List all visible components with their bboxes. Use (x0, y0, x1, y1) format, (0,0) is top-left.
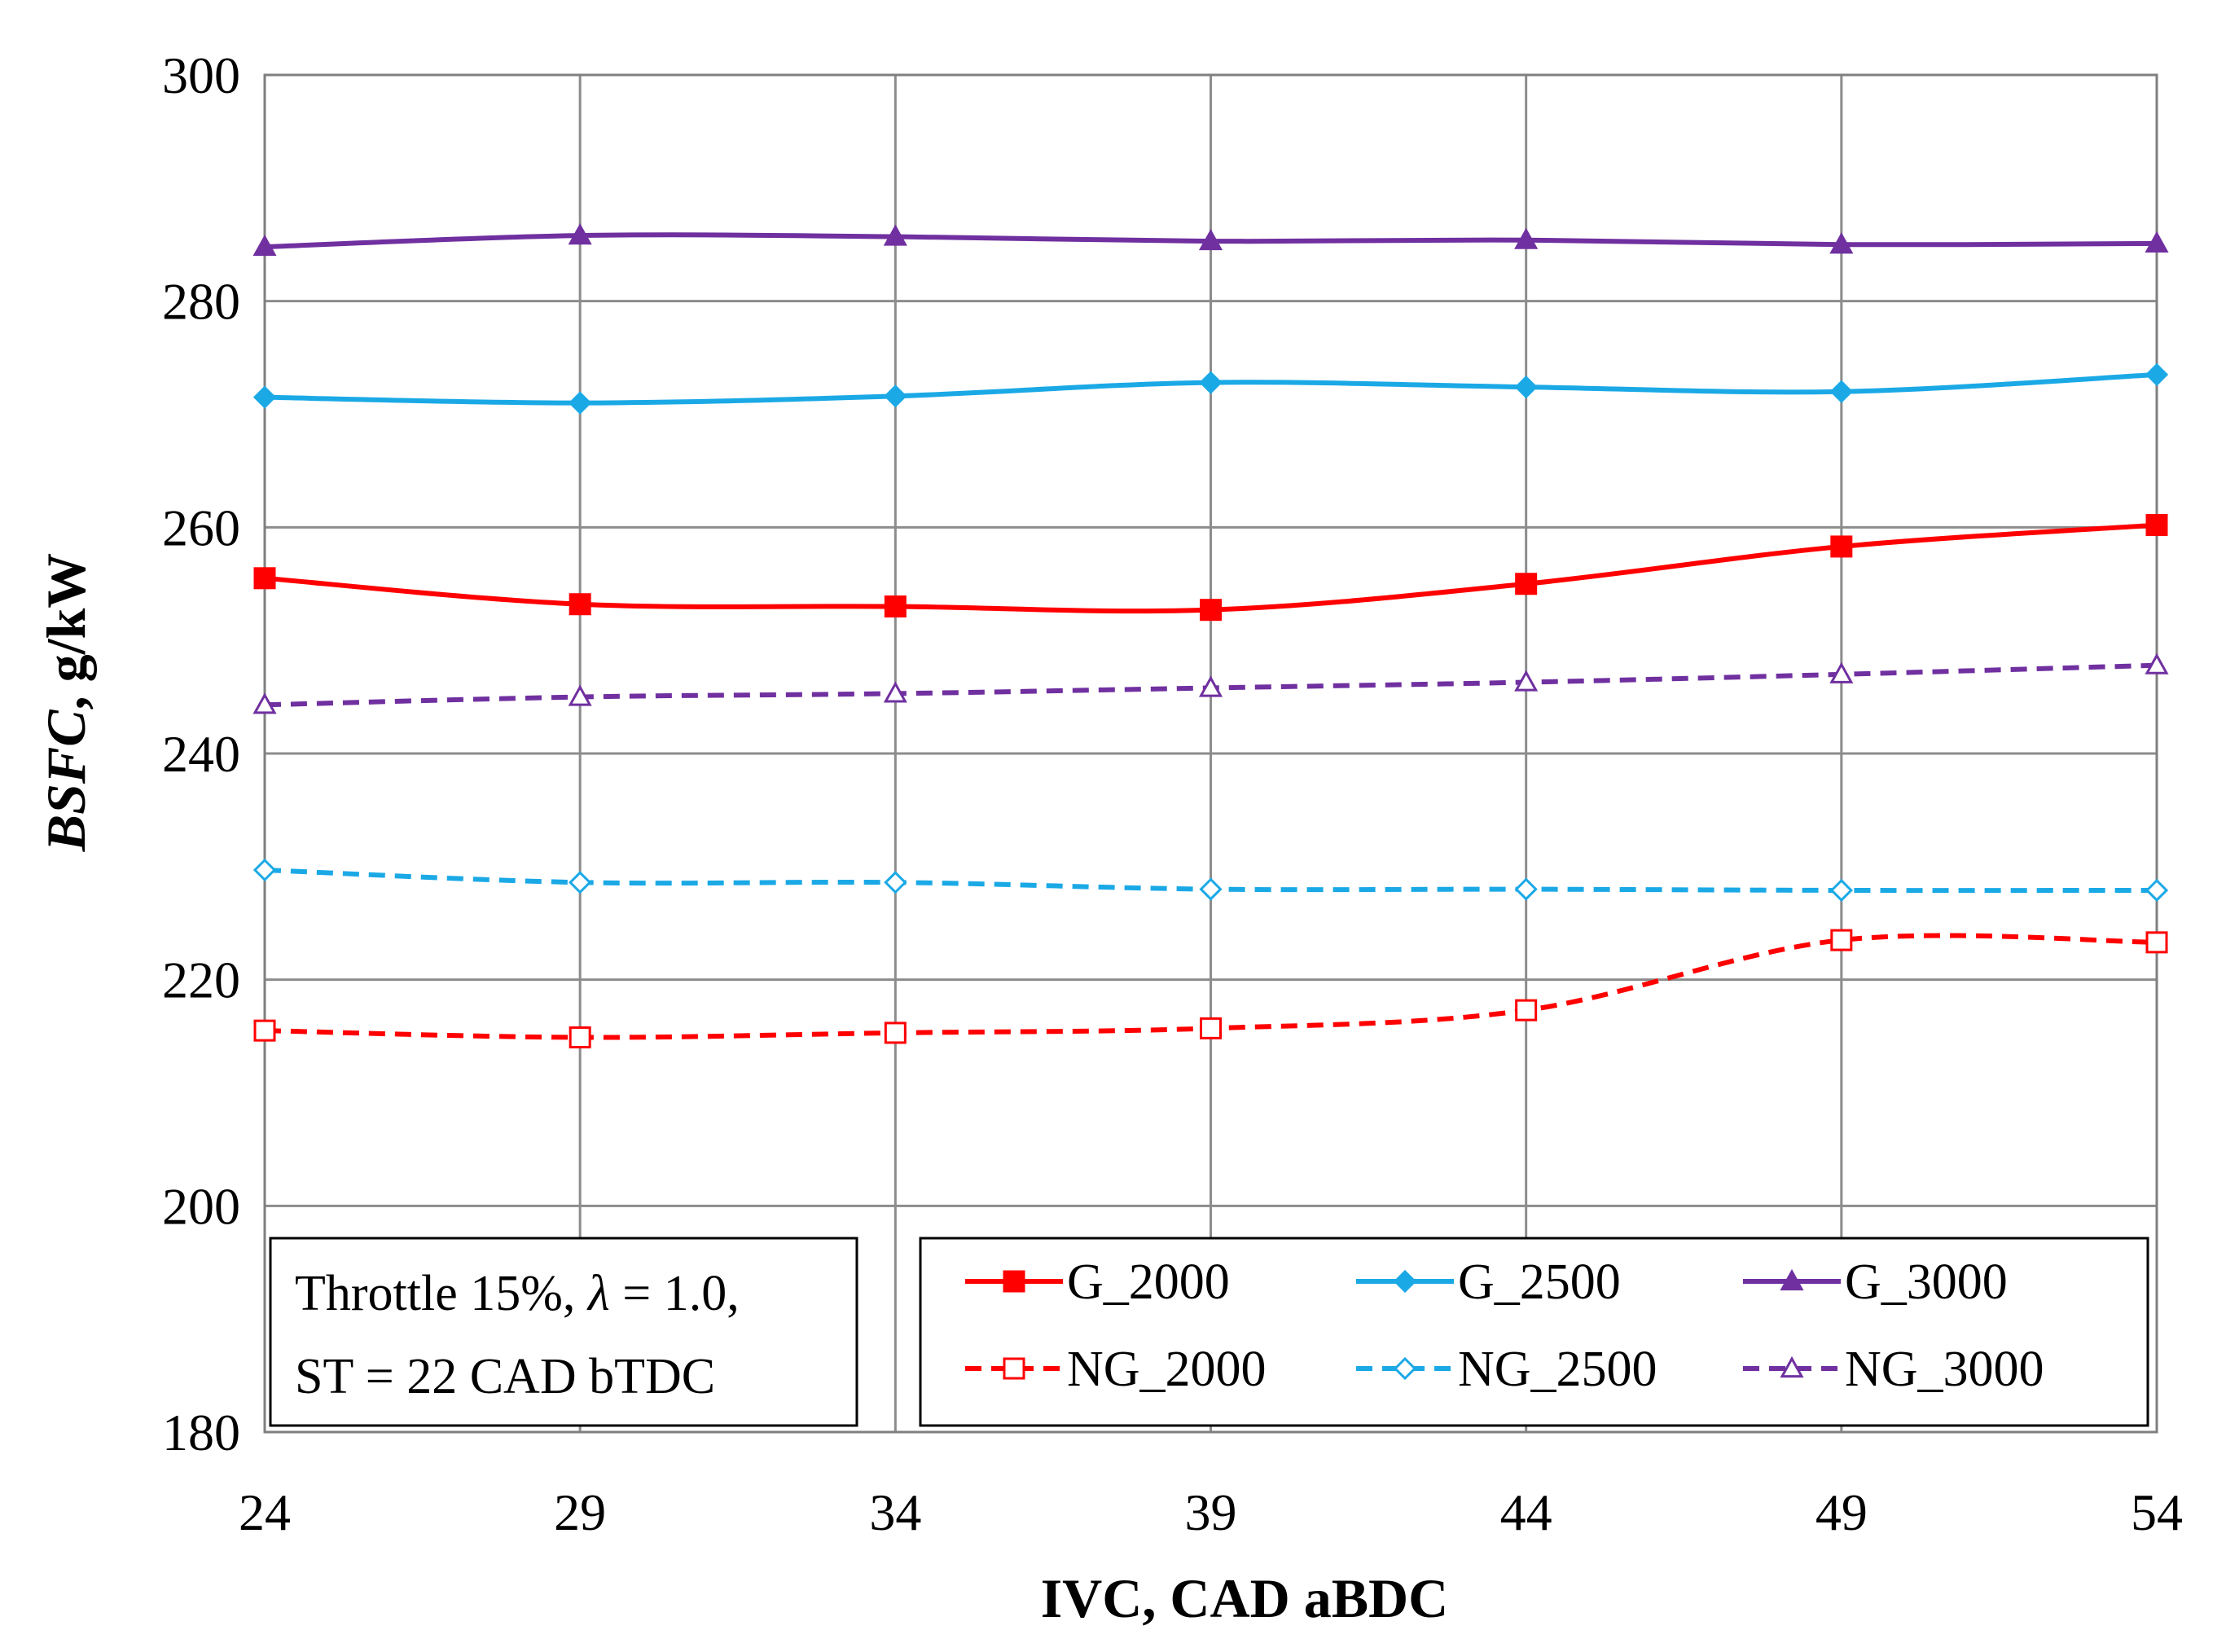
data-point-g-3000 (1514, 227, 1539, 249)
legend-item-g-2500: G_2500 (1356, 1254, 1621, 1310)
legend-marker-ng-2000 (1003, 1357, 1025, 1380)
x-tick-label: 29 (554, 1483, 606, 1541)
legend-frame (919, 1237, 2149, 1427)
data-point-g-2000 (2145, 514, 2168, 537)
y-tick-label: 280 (162, 273, 240, 331)
data-point-ng-2000 (569, 1026, 591, 1048)
legend-label-g-2000: G_2000 (1067, 1254, 1230, 1310)
data-point-g-2000 (1200, 599, 1222, 622)
series-g-2500 (252, 362, 2169, 415)
data-point-ng-2000 (253, 1019, 276, 1042)
data-point-g-2000 (884, 595, 907, 618)
data-point-g-2500 (1829, 380, 1853, 403)
series-g-2000 (253, 514, 2168, 622)
legend-label-ng-2000: NG_2000 (1067, 1342, 1267, 1397)
x-tick-labels: 24 29 34 39 44 49 54 (239, 1483, 2183, 1541)
series-group (252, 223, 2169, 1048)
legend-item-g-3000: G_3000 (1743, 1254, 2008, 1310)
data-point-g-3000 (252, 234, 277, 257)
plot-frame (263, 73, 2158, 1434)
legend: G_2000 G_2500 G_3000 NG_2000 NG_2500 NG_3000 (919, 1237, 2149, 1427)
series-ng-3000 (252, 652, 2169, 714)
data-point-ng-3000 (252, 692, 277, 714)
legend-marker-g-3000 (1780, 1268, 1804, 1291)
legend-marker-ng-3000 (1780, 1355, 1804, 1378)
data-point-ng-3000 (1514, 670, 1539, 692)
y-axis-title-rest: , g/kW (35, 553, 97, 710)
data-point-g-2500 (1514, 376, 1538, 399)
y-tick-label: 180 (162, 1404, 240, 1461)
legend-marker-ng-2500 (1393, 1356, 1417, 1381)
data-point-g-2500 (1199, 371, 1223, 394)
data-point-g-2500 (252, 385, 277, 409)
data-point-g-2500 (569, 391, 592, 415)
data-point-ng-2000 (884, 1022, 907, 1044)
data-point-ng-2500 (884, 871, 907, 894)
x-tick-label: 49 (1815, 1483, 1868, 1541)
series-ng-2000 (253, 929, 2168, 1048)
legend-item-ng-2500: NG_2500 (1356, 1342, 1657, 1397)
data-point-ng-3000 (883, 681, 907, 703)
legend-marker-g-2000 (1003, 1270, 1025, 1293)
data-point-ng-2000 (2145, 931, 2168, 954)
data-point-g-3000 (1198, 228, 1223, 251)
series-g-3000 (252, 223, 2169, 257)
x-tick-label: 54 (2131, 1483, 2183, 1541)
annotation-line-1-prefix: Throttle 15%, (295, 1266, 575, 1321)
annotation-line-1-suffix: = 1.0, (622, 1266, 739, 1321)
data-point-ng-3000 (2145, 652, 2169, 674)
y-tick-labels: 180 200 220 240 260 280 300 (162, 46, 240, 1461)
x-tick-label: 34 (869, 1483, 921, 1541)
y-axis-title: BSFC, g/kW (35, 553, 97, 853)
x-tick-label: 44 (1500, 1483, 1552, 1541)
y-tick-label: 260 (162, 499, 240, 556)
data-point-ng-2500 (1829, 878, 1853, 903)
data-point-ng-2500 (1199, 877, 1223, 901)
legend-label-g-3000: G_3000 (1845, 1254, 2008, 1310)
annotation-line-1: Throttle 15%, λ = 1.0, (295, 1266, 740, 1321)
data-point-ng-2500 (252, 858, 277, 882)
lambda-symbol: λ (586, 1266, 610, 1321)
data-point-ng-3000 (1198, 675, 1223, 697)
data-point-g-3000 (2145, 231, 2169, 253)
data-point-g-2500 (2145, 362, 2169, 387)
legend-marker-g-2500 (1393, 1269, 1417, 1294)
legend-label-g-2500: G_2500 (1458, 1254, 1621, 1310)
legend-label-ng-2500: NG_2500 (1458, 1342, 1657, 1397)
data-point-ng-2000 (1830, 929, 1853, 951)
series-ng-2500 (252, 858, 2169, 903)
data-point-ng-2000 (1200, 1017, 1222, 1039)
data-point-g-2000 (569, 593, 591, 616)
y-axis-title-italic: BSFC (35, 710, 97, 853)
x-axis-title: IVC, CAD aBDC (1041, 1567, 1449, 1629)
data-point-ng-2500 (569, 871, 592, 894)
data-point-ng-2000 (1515, 999, 1538, 1022)
y-tick-label: 220 (162, 951, 240, 1009)
data-point-ng-3000 (568, 684, 592, 706)
data-point-g-2000 (1515, 573, 1538, 595)
x-tick-label: 24 (239, 1483, 291, 1541)
data-point-g-2500 (884, 384, 907, 408)
annotation-frame (269, 1237, 858, 1427)
y-tick-label: 200 (162, 1177, 240, 1235)
data-point-ng-2500 (1514, 877, 1538, 901)
data-point-ng-3000 (1829, 661, 1854, 683)
legend-item-ng-2000: NG_2000 (965, 1342, 1267, 1397)
data-point-g-2000 (253, 567, 276, 590)
legend-item-g-2000: G_2000 (965, 1254, 1230, 1310)
annotation-line-2: ST = 22 CAD bTDC (295, 1349, 715, 1404)
data-point-ng-2500 (2145, 878, 2169, 903)
data-point-g-3000 (1829, 232, 1854, 254)
legend-item-ng-3000: NG_3000 (1743, 1342, 2044, 1397)
data-point-g-3000 (568, 223, 592, 245)
data-point-g-3000 (883, 224, 907, 246)
legend-label-ng-3000: NG_3000 (1845, 1342, 2044, 1397)
annotation-box: Throttle 15%, λ = 1.0, ST = 22 CAD bTDC (269, 1237, 858, 1427)
y-tick-label: 300 (162, 46, 240, 104)
y-tick-label: 240 (162, 725, 240, 783)
x-tick-label: 39 (1185, 1483, 1237, 1541)
data-point-g-2000 (1830, 535, 1853, 558)
